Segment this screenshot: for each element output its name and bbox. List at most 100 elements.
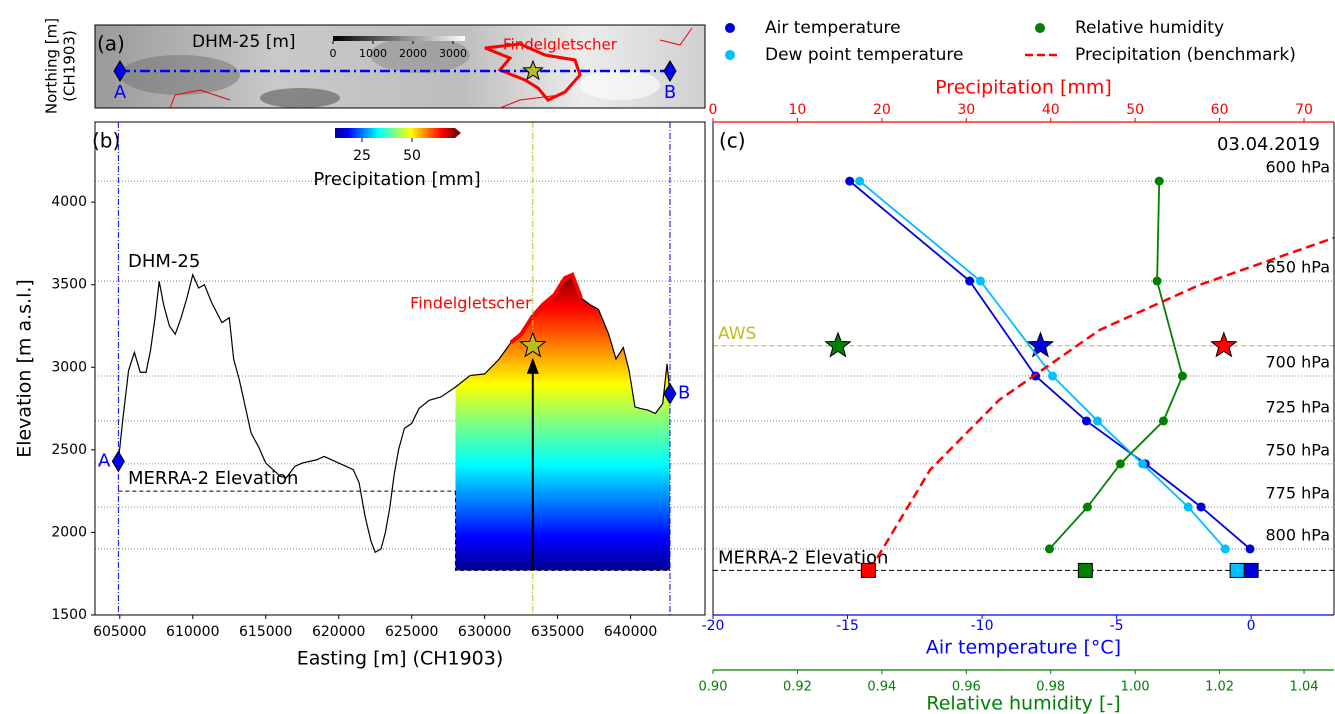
x-tick-label: 630000 xyxy=(458,624,511,640)
series-point xyxy=(1184,502,1193,511)
glacier-label: Findelgletscher xyxy=(410,294,532,313)
level-label: 775 hPa xyxy=(1266,483,1331,502)
x-tick-label: 1.00 xyxy=(1121,680,1150,695)
colorbar xyxy=(335,128,455,138)
panel-label: (c) xyxy=(719,129,746,153)
y-axis-label: (CH1903) xyxy=(61,30,79,102)
x-tick-label: 40 xyxy=(1042,102,1060,118)
legend-label: Relative humidity xyxy=(1075,18,1224,38)
x-tick-label: 0 xyxy=(1247,618,1256,634)
series-point xyxy=(1048,372,1057,381)
colorbar-tick-label: 50 xyxy=(403,148,421,164)
legend-swatch xyxy=(1035,23,1045,33)
panel-label: (b) xyxy=(92,129,120,153)
x-tick-label: 1.04 xyxy=(1290,680,1319,695)
series-point xyxy=(845,177,854,186)
series-point xyxy=(1153,277,1162,286)
merra2-label: MERRA-2 Elevation xyxy=(128,468,298,489)
merra2-square xyxy=(1244,563,1258,577)
colorbar-tick-label: 1000 xyxy=(359,47,387,60)
level-label: 725 hPa xyxy=(1266,397,1331,416)
x-tick-label: 0.94 xyxy=(867,680,896,695)
aws-star xyxy=(826,333,851,357)
x-tick-label: 640000 xyxy=(604,624,657,640)
legend-swatch xyxy=(725,23,735,33)
series-point xyxy=(1093,416,1102,425)
panel-label: (a) xyxy=(97,32,125,56)
merra2-square xyxy=(1230,563,1244,577)
legend-label: Dew point temperature xyxy=(765,45,963,65)
series-point xyxy=(855,177,864,186)
y-axis-label: Elevation [m a.s.l.] xyxy=(14,279,36,458)
level-label: 650 hPa xyxy=(1266,258,1331,277)
x-tick-label: 30 xyxy=(957,102,975,118)
date-label: 03.04.2019 xyxy=(1217,134,1320,155)
x-tick-label: 1.02 xyxy=(1205,680,1234,695)
series-point xyxy=(1246,544,1255,553)
series-point xyxy=(1116,459,1125,468)
colorbar-tick-label: 2000 xyxy=(399,47,427,60)
y-tick-label: 3500 xyxy=(51,277,87,293)
merra2-square xyxy=(861,563,875,577)
point-label: A xyxy=(98,450,111,471)
y-axis-label: Northing [m] xyxy=(43,18,61,114)
glacier-label: Findelgletscher xyxy=(503,36,618,54)
colorbar-tick-label: 25 xyxy=(353,148,371,164)
y-tick-label: 4000 xyxy=(51,194,87,210)
point-label: B xyxy=(678,383,690,404)
terrain-shade xyxy=(260,88,340,108)
terrain-shade xyxy=(120,55,240,95)
series-line xyxy=(850,181,1250,549)
level-label: 600 hPa xyxy=(1266,158,1331,177)
x-tick-label: -20 xyxy=(702,618,725,634)
legend-label: Precipitation (benchmark) xyxy=(1075,45,1296,65)
point-label: B xyxy=(664,82,676,103)
level-label: 800 hPa xyxy=(1266,525,1331,544)
colorbar-tick-label: 0 xyxy=(330,47,337,60)
x-axis-label: Relative humidity [-] xyxy=(926,693,1120,714)
series-point xyxy=(1082,416,1091,425)
figure: (a)Northing [m](CH1903)DHM-25 [m]0100020… xyxy=(0,0,1335,714)
series-point xyxy=(965,277,974,286)
profile-label: DHM-25 xyxy=(128,251,200,272)
colorbar-tick-label: 3000 xyxy=(439,47,467,60)
colorbar xyxy=(333,36,465,41)
point-marker xyxy=(112,451,124,471)
x-tick-label: 610000 xyxy=(166,624,219,640)
level-label: 750 hPa xyxy=(1266,440,1331,459)
y-tick-label: 2500 xyxy=(51,442,87,458)
x-tick-label: 0.90 xyxy=(699,680,728,695)
y-tick-label: 1500 xyxy=(51,607,87,623)
x-tick-label: 0 xyxy=(709,102,718,118)
colorbar-label: DHM-25 [m] xyxy=(192,32,296,52)
precipitation-fill xyxy=(455,275,670,571)
x-tick-label: 605000 xyxy=(93,624,146,640)
x-tick-label: -5 xyxy=(1110,618,1124,634)
aws-star xyxy=(1212,333,1237,357)
aws-label: AWS xyxy=(718,324,756,344)
colorbar-extend xyxy=(455,128,461,138)
x-axis-label: Precipitation [mm] xyxy=(935,77,1112,99)
x-tick-label: 0.92 xyxy=(783,680,812,695)
legend-label: Air temperature xyxy=(765,18,901,38)
x-tick-label: 20 xyxy=(873,102,891,118)
x-axis-label: Air temperature [°C] xyxy=(926,637,1121,659)
aws-star xyxy=(1028,333,1053,357)
legend-swatch xyxy=(725,50,735,60)
x-tick-label: 625000 xyxy=(385,624,438,640)
series-point xyxy=(1155,177,1164,186)
x-tick-label: 10 xyxy=(789,102,807,118)
x-axis-label: Easting [m] (CH1903) xyxy=(297,648,504,670)
series-point xyxy=(1138,459,1147,468)
point-label: A xyxy=(114,82,127,103)
series-line xyxy=(870,238,1334,570)
x-tick-label: -15 xyxy=(836,618,859,634)
y-tick-label: 3000 xyxy=(51,359,87,375)
series-line xyxy=(1049,181,1182,549)
level-label: 700 hPa xyxy=(1266,353,1331,372)
x-tick-label: 635000 xyxy=(531,624,584,640)
x-tick-label: -10 xyxy=(971,618,994,634)
series-point xyxy=(1178,372,1187,381)
colorbar-label: Precipitation [mm] xyxy=(313,169,480,190)
series-point xyxy=(1083,502,1092,511)
